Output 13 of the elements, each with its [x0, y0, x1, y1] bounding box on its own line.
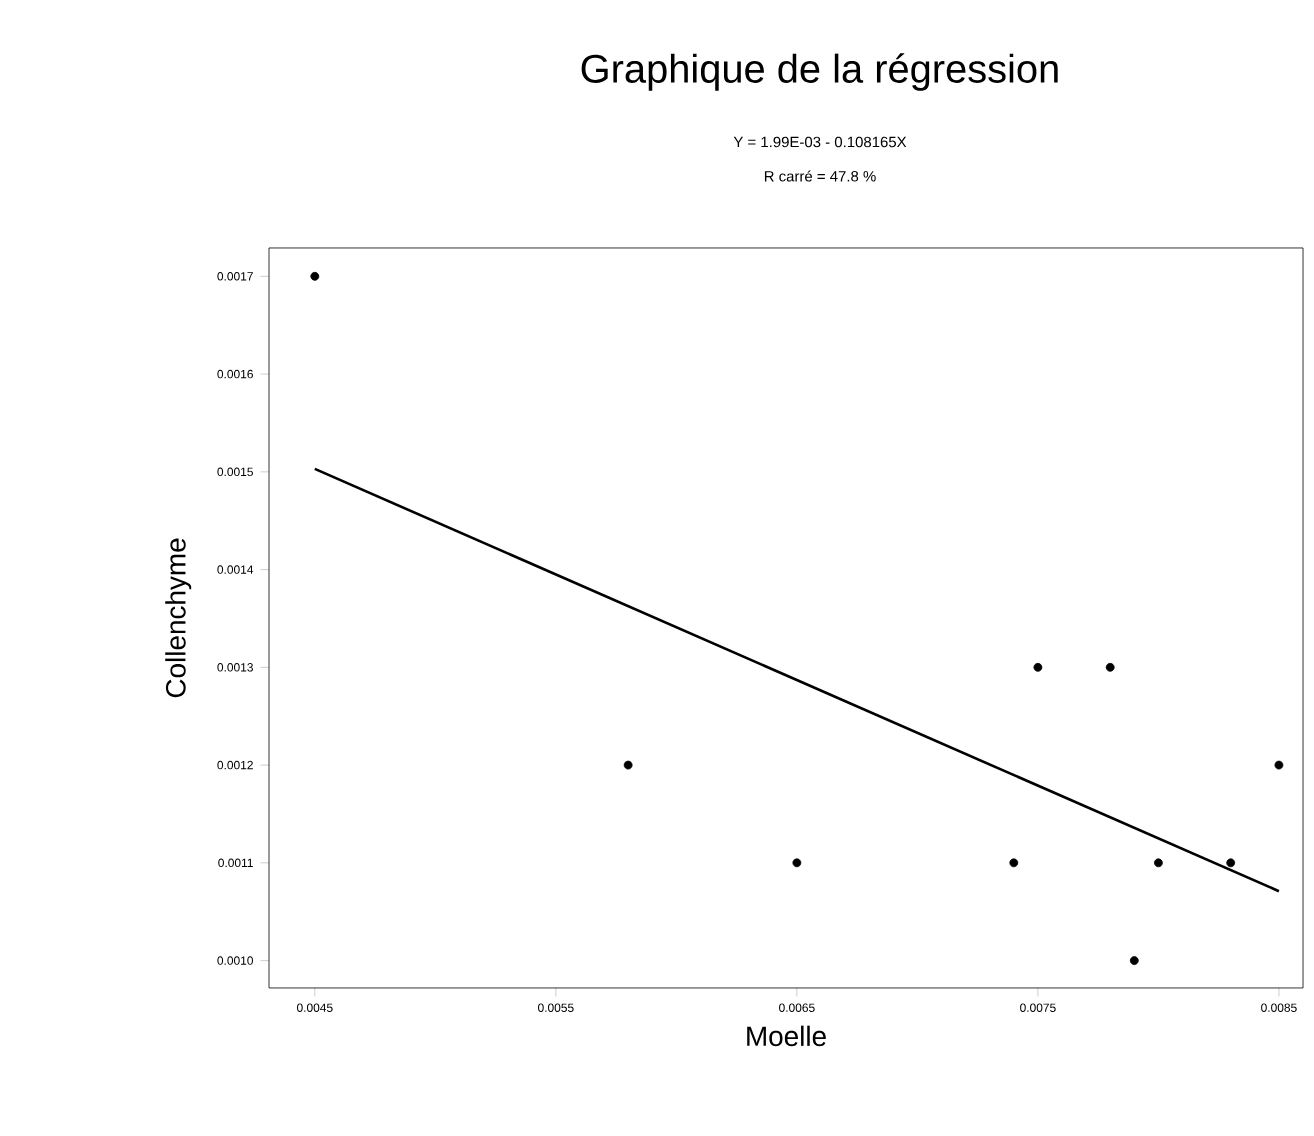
x-axis-title: Moelle	[747, 1025, 826, 1047]
point	[792, 858, 802, 868]
point	[1154, 858, 1163, 868]
point	[1129, 956, 1139, 965]
point	[1226, 858, 1236, 868]
y-axis-title: Collenchyme	[165, 538, 192, 698]
point	[1274, 760, 1284, 770]
point	[1033, 662, 1043, 672]
point	[623, 760, 633, 770]
point	[310, 271, 320, 281]
point	[1009, 858, 1019, 868]
chart-title: Graphique de la régression	[581, 53, 1058, 91]
point	[1105, 662, 1115, 672]
